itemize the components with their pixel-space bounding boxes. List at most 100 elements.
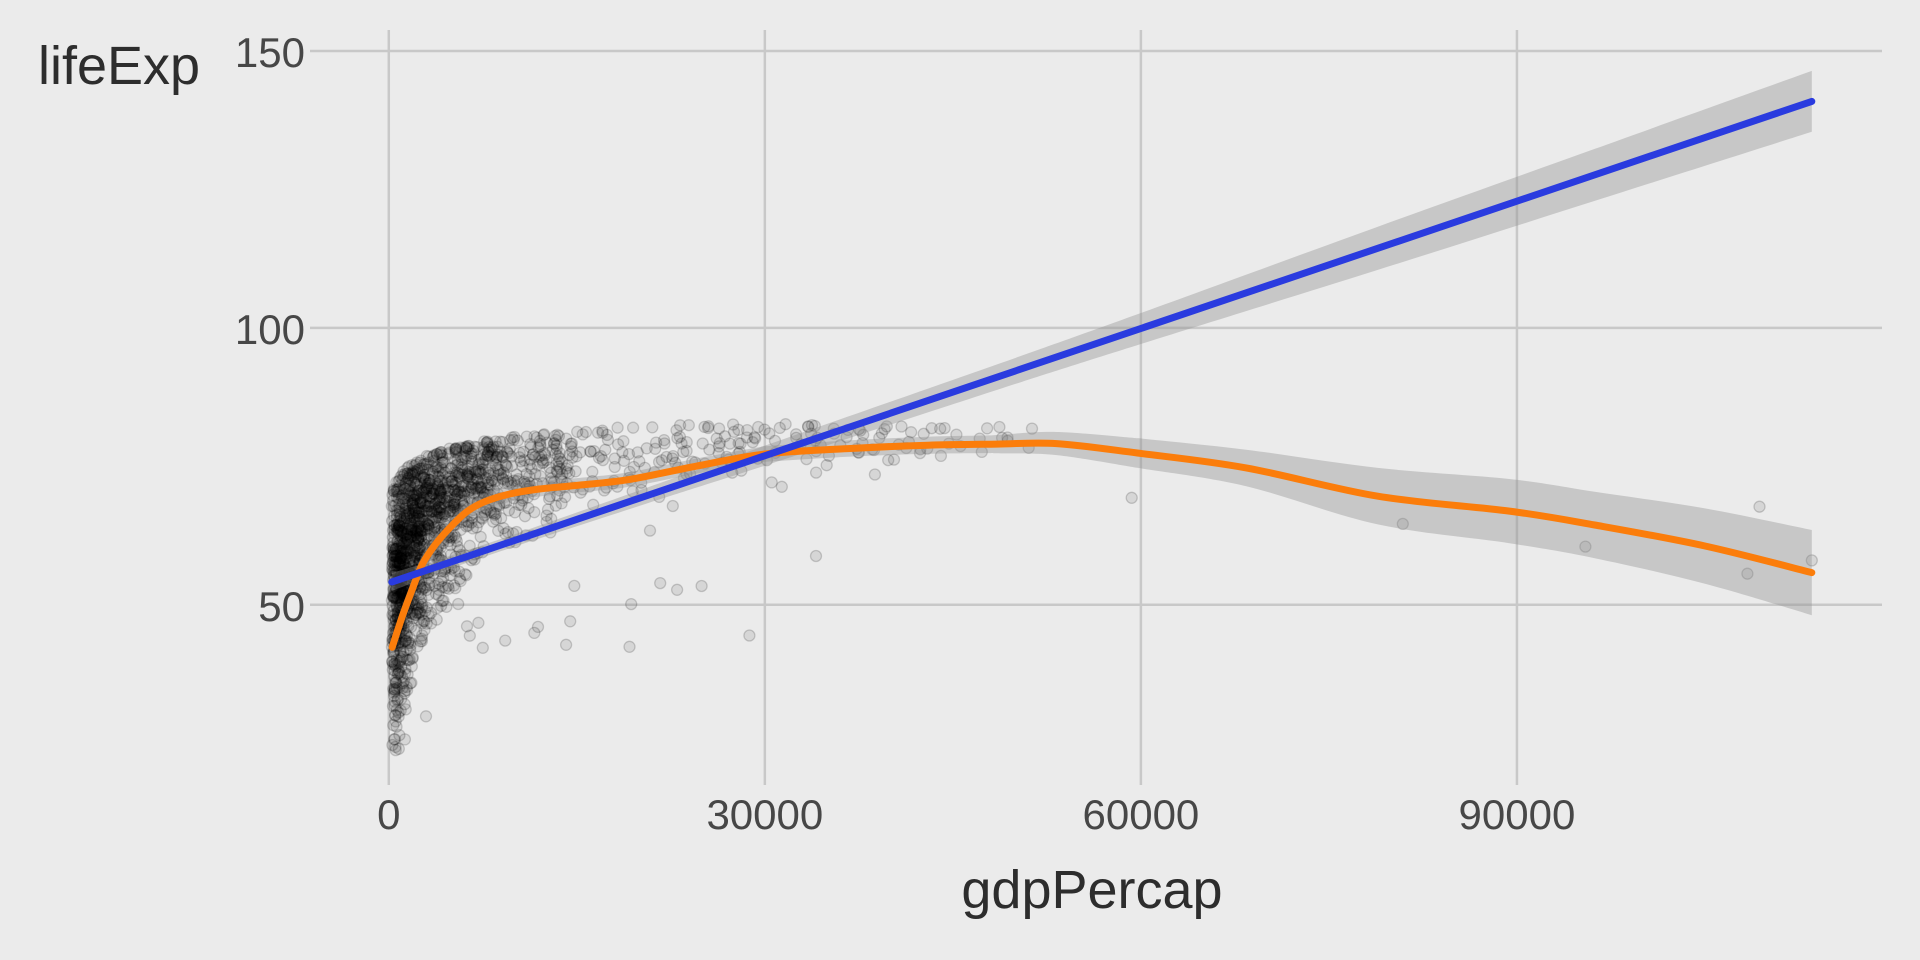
data-point — [752, 420, 765, 434]
x-tick-label: 90000 — [1459, 791, 1576, 838]
data-point — [400, 545, 413, 558]
data-point — [436, 511, 449, 524]
data-point — [403, 483, 416, 497]
data-point — [395, 661, 408, 674]
data-point — [518, 454, 531, 467]
data-point — [394, 582, 407, 595]
data-point — [472, 516, 485, 529]
data-point — [388, 683, 401, 696]
data-point — [447, 579, 461, 592]
data-point — [396, 468, 409, 482]
data-point — [430, 503, 443, 516]
y-axis-title: lifeExp — [38, 36, 200, 96]
data-point — [449, 531, 462, 544]
data-point — [413, 484, 426, 497]
data-point — [408, 509, 421, 523]
data-point — [398, 733, 412, 746]
data-point — [666, 449, 680, 463]
data-point — [388, 555, 401, 568]
data-point — [406, 458, 419, 472]
data-point — [396, 473, 409, 486]
data-point — [470, 472, 484, 485]
data-point — [417, 614, 430, 628]
data-point — [405, 543, 418, 557]
data-point — [481, 448, 494, 461]
data-point — [404, 543, 417, 557]
data-point — [406, 554, 419, 568]
data-point — [405, 676, 418, 689]
data-point — [419, 581, 432, 594]
data-point — [517, 445, 530, 458]
data-point — [396, 516, 409, 529]
data-point — [447, 483, 461, 496]
data-point — [389, 592, 403, 605]
data-point — [399, 552, 412, 565]
data-point — [458, 494, 471, 507]
data-point — [547, 437, 561, 450]
data-point — [406, 468, 419, 481]
data-point — [535, 453, 549, 467]
data-point — [435, 507, 449, 520]
data-point — [502, 447, 515, 460]
data-point — [601, 433, 615, 447]
data-point — [460, 620, 474, 633]
data-point — [390, 598, 403, 611]
data-point — [452, 565, 466, 578]
data-point — [396, 531, 409, 545]
data-point — [443, 505, 456, 518]
data-point — [405, 466, 419, 479]
data-point — [430, 613, 443, 626]
data-point — [395, 544, 409, 557]
data-point — [880, 420, 893, 433]
data-point — [390, 592, 403, 605]
data-point — [412, 506, 425, 520]
data-point — [417, 458, 430, 471]
data-point — [489, 459, 503, 472]
data-point — [552, 455, 565, 468]
data-point — [388, 590, 401, 603]
data-point — [479, 463, 492, 476]
data-point — [444, 504, 457, 517]
data-point — [425, 484, 438, 497]
data-point — [402, 545, 415, 558]
data-point — [468, 463, 481, 477]
data-point — [420, 523, 433, 537]
data-point — [407, 493, 421, 506]
data-point — [391, 522, 404, 535]
data-point — [1025, 422, 1039, 435]
data-point — [392, 492, 405, 505]
data-point — [388, 527, 401, 541]
data-point — [389, 542, 402, 556]
data-point — [488, 508, 501, 521]
data-point — [670, 583, 684, 596]
data-point — [405, 497, 419, 510]
data-point — [409, 504, 422, 517]
data-point — [476, 486, 489, 499]
data-point — [392, 591, 405, 605]
data-point — [402, 547, 415, 560]
data-point — [400, 533, 413, 546]
data-point — [396, 496, 410, 509]
data-point — [420, 482, 434, 496]
data-point — [478, 508, 491, 522]
data-point — [476, 463, 489, 476]
data-point — [423, 497, 437, 510]
data-point — [394, 510, 407, 523]
data-point — [401, 467, 414, 481]
data-point — [398, 482, 412, 495]
data-point — [393, 665, 406, 678]
data-point — [412, 597, 425, 611]
data-point — [487, 515, 500, 528]
data-point — [400, 536, 413, 549]
data-point — [390, 658, 404, 671]
data-point — [433, 487, 446, 500]
data-point — [421, 500, 435, 513]
data-point — [552, 460, 565, 473]
data-point — [488, 444, 501, 457]
data-point — [407, 499, 420, 513]
data-point — [427, 505, 440, 518]
data-point — [414, 477, 427, 490]
data-point — [411, 640, 424, 653]
data-point — [388, 699, 402, 712]
data-point — [421, 479, 434, 493]
